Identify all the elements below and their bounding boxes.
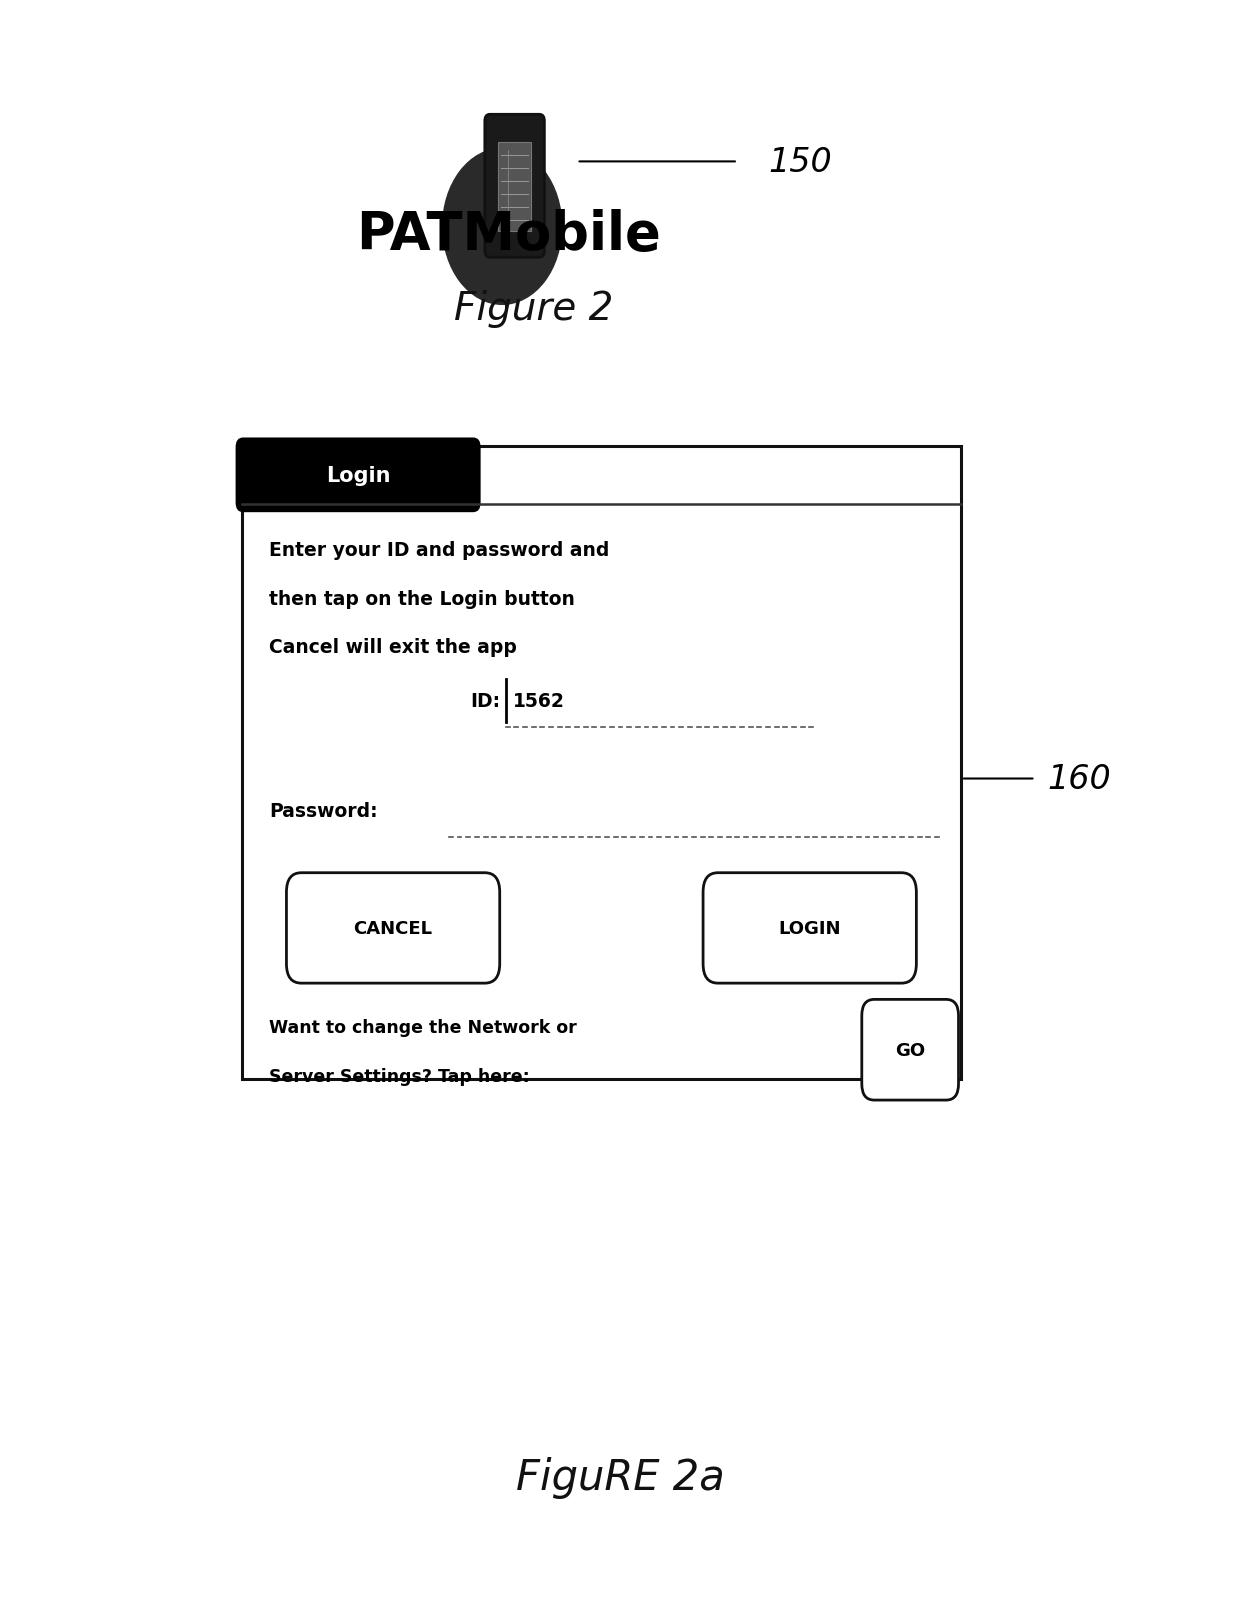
FancyBboxPatch shape — [236, 438, 481, 513]
Text: CANCEL: CANCEL — [353, 919, 433, 938]
FancyBboxPatch shape — [242, 446, 961, 1079]
FancyBboxPatch shape — [286, 873, 500, 984]
FancyBboxPatch shape — [485, 115, 544, 258]
FancyBboxPatch shape — [862, 1000, 959, 1100]
Text: 150: 150 — [769, 146, 832, 179]
Text: FiguRE 2a: FiguRE 2a — [516, 1456, 724, 1498]
Text: Figure 2: Figure 2 — [454, 289, 613, 328]
Text: ID:: ID: — [471, 691, 501, 711]
Text: 160: 160 — [1048, 763, 1111, 795]
Text: Want to change the Network or: Want to change the Network or — [269, 1018, 577, 1037]
Text: GO: GO — [895, 1040, 925, 1060]
Text: Login: Login — [326, 466, 391, 485]
Text: Password:: Password: — [269, 802, 378, 821]
FancyBboxPatch shape — [703, 873, 916, 984]
Text: Enter your ID and password and: Enter your ID and password and — [269, 540, 609, 560]
Text: Server Settings? Tap here:: Server Settings? Tap here: — [269, 1066, 529, 1086]
Text: 1562: 1562 — [513, 691, 565, 711]
Text: Cancel will exit the app: Cancel will exit the app — [269, 638, 517, 657]
Text: then tap on the Login button: then tap on the Login button — [269, 589, 575, 609]
Circle shape — [443, 149, 562, 305]
Text: LOGIN: LOGIN — [779, 919, 841, 938]
FancyBboxPatch shape — [498, 143, 531, 232]
Text: PATMobile: PATMobile — [356, 209, 661, 261]
